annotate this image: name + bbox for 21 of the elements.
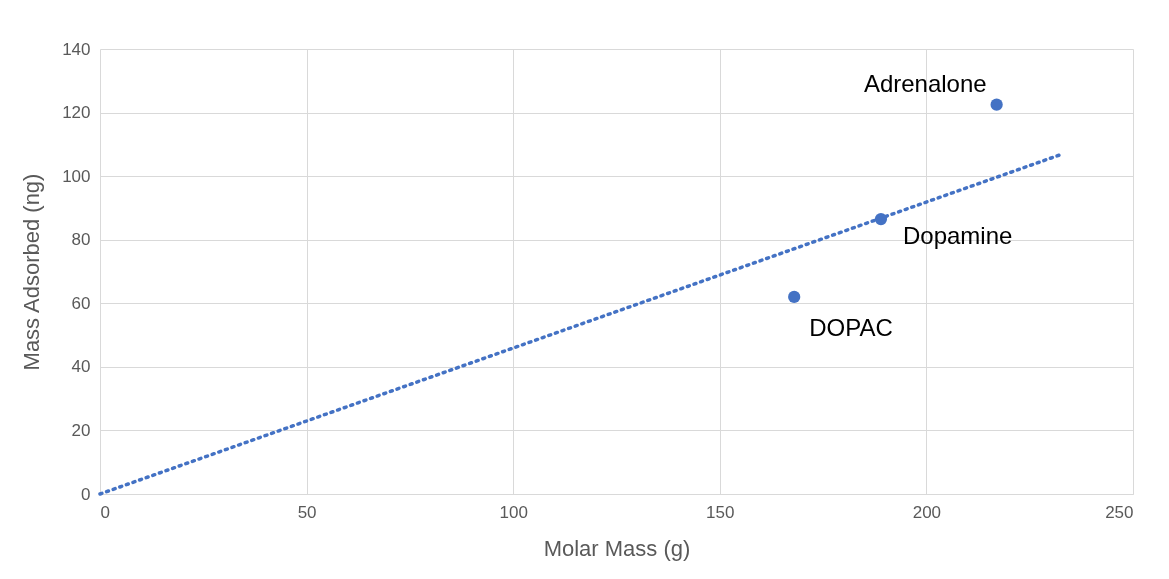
x-tick-label: 150: [706, 502, 735, 522]
y-tick-label: 80: [71, 230, 91, 250]
y-tick-label: 60: [71, 293, 91, 313]
y-axis-title: Mass Adsorbed (ng): [19, 173, 45, 371]
x-tick-label: 0: [100, 502, 110, 522]
x-axis-title: Molar Mass (g): [543, 535, 691, 561]
point: [788, 290, 801, 304]
y-tick-label: 140: [62, 39, 91, 59]
x-tick-label: 200: [912, 502, 942, 522]
annotation: Adrenalone: [863, 69, 987, 97]
y-tick-label: 0: [81, 484, 91, 504]
annotation: Dopamine: [902, 222, 1013, 250]
x-tick-label: 100: [499, 502, 528, 522]
point: [990, 98, 1003, 111]
y-tick-label: 100: [62, 166, 91, 186]
x-tick-label: 50: [297, 502, 317, 522]
y-tick-label: 120: [62, 103, 91, 123]
y-tick-label: 20: [71, 420, 91, 440]
y-tick-label: 40: [71, 357, 91, 377]
annotation: DOPAC: [809, 313, 893, 341]
x-tick-label: 250: [1105, 502, 1134, 522]
